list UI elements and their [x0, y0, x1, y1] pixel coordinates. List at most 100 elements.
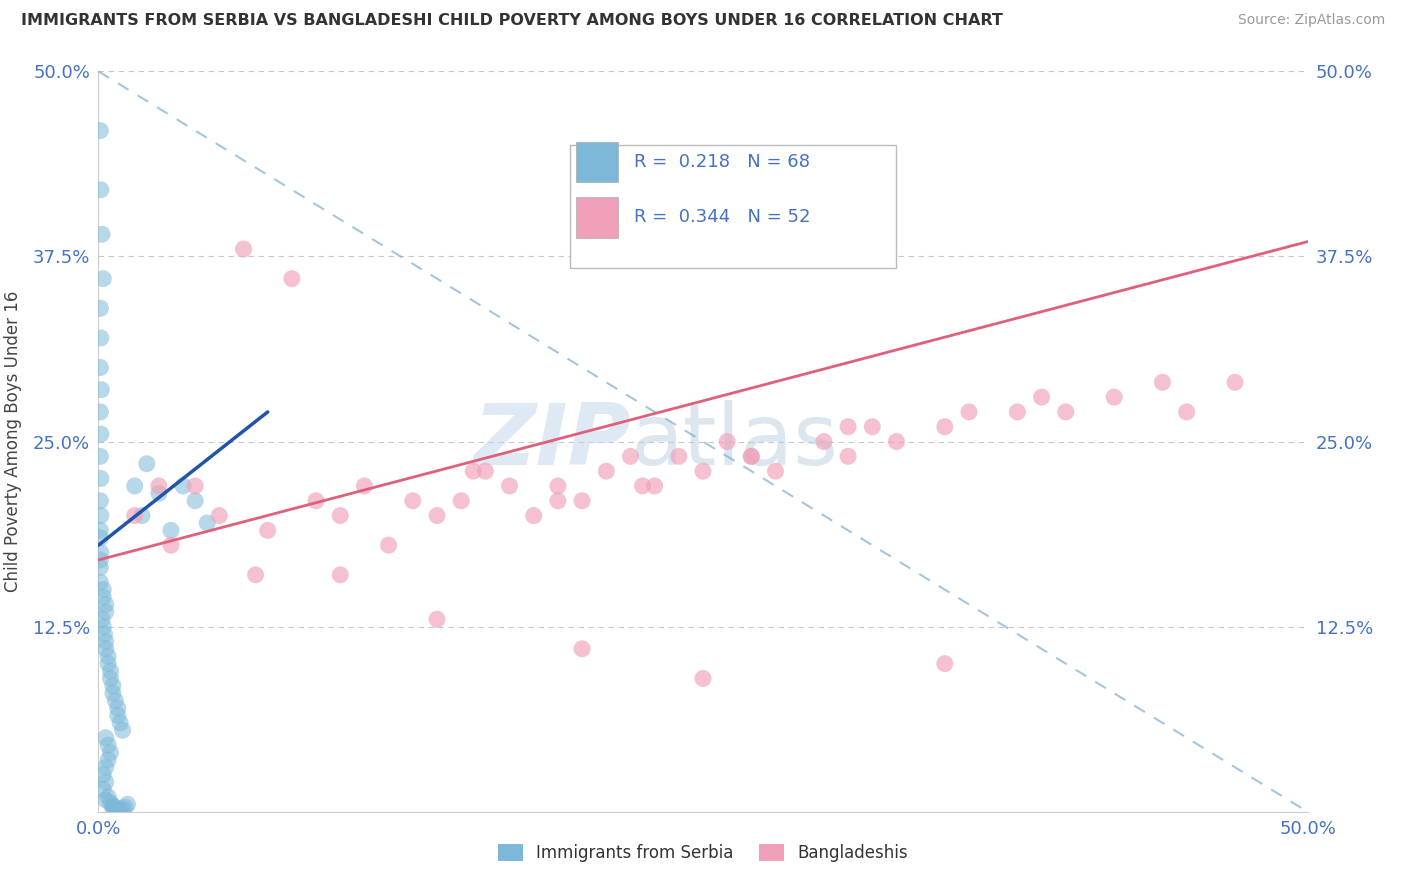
Point — [195, 516, 218, 530]
Point — [90, 427, 112, 442]
Point — [108, 803, 131, 817]
Point — [402, 493, 425, 508]
Point — [1175, 405, 1198, 419]
Point — [101, 686, 124, 700]
Text: R =  0.218   N = 68: R = 0.218 N = 68 — [634, 153, 810, 170]
Point — [101, 679, 124, 693]
Point — [91, 227, 114, 242]
Point — [89, 553, 111, 567]
Point — [100, 664, 122, 678]
Point — [89, 531, 111, 545]
Point — [426, 612, 449, 626]
Point — [90, 331, 112, 345]
Point — [148, 486, 170, 500]
Point — [89, 450, 111, 464]
Point — [94, 760, 117, 774]
Point — [547, 493, 569, 508]
FancyBboxPatch shape — [569, 145, 897, 268]
Point — [91, 590, 114, 604]
Point — [89, 123, 111, 137]
Text: IMMIGRANTS FROM SERBIA VS BANGLADESHI CHILD POVERTY AMONG BOYS UNDER 16 CORRELAT: IMMIGRANTS FROM SERBIA VS BANGLADESHI CH… — [21, 13, 1002, 29]
Point — [208, 508, 231, 523]
Point — [329, 508, 352, 523]
Point — [100, 746, 122, 760]
Point — [108, 715, 131, 730]
Point — [104, 800, 127, 814]
Point — [91, 619, 114, 633]
Point — [1102, 390, 1125, 404]
Point — [450, 493, 472, 508]
Point — [740, 450, 762, 464]
Point — [245, 567, 267, 582]
Point — [97, 753, 120, 767]
Point — [94, 634, 117, 648]
Point — [90, 183, 112, 197]
Point — [90, 508, 112, 523]
Text: ZIP: ZIP — [472, 400, 630, 483]
Point — [353, 479, 375, 493]
Point — [934, 419, 956, 434]
Y-axis label: Child Poverty Among Boys Under 16: Child Poverty Among Boys Under 16 — [4, 291, 21, 592]
Legend: Immigrants from Serbia, Bangladeshis: Immigrants from Serbia, Bangladeshis — [489, 835, 917, 870]
Point — [94, 793, 117, 807]
Point — [172, 479, 194, 493]
Point — [740, 450, 762, 464]
Point — [765, 464, 787, 478]
Point — [305, 493, 328, 508]
Point — [523, 508, 546, 523]
Point — [547, 479, 569, 493]
Point — [1152, 376, 1174, 390]
Point — [89, 301, 111, 316]
Point — [281, 271, 304, 285]
Point — [104, 694, 127, 708]
Point — [692, 672, 714, 686]
Point — [571, 493, 593, 508]
Bar — [576, 197, 619, 238]
Bar — [576, 142, 619, 183]
Point — [135, 457, 157, 471]
Point — [886, 434, 908, 449]
Point — [377, 538, 399, 552]
Point — [89, 560, 111, 574]
Point — [94, 605, 117, 619]
Point — [91, 767, 114, 781]
Point — [148, 479, 170, 493]
Point — [91, 612, 114, 626]
Point — [463, 464, 485, 478]
Point — [97, 789, 120, 804]
Point — [90, 546, 112, 560]
Point — [101, 802, 124, 816]
Text: Source: ZipAtlas.com: Source: ZipAtlas.com — [1237, 13, 1385, 28]
Point — [934, 657, 956, 671]
Point — [692, 464, 714, 478]
Point — [837, 450, 859, 464]
Point — [256, 524, 278, 538]
Point — [94, 598, 117, 612]
Point — [89, 524, 111, 538]
Point — [813, 434, 835, 449]
Point — [117, 797, 139, 812]
Point — [94, 731, 117, 745]
Point — [89, 493, 111, 508]
Point — [232, 242, 254, 256]
Point — [97, 657, 120, 671]
Point — [94, 775, 117, 789]
Point — [131, 508, 153, 523]
Point — [1031, 390, 1053, 404]
Point — [89, 575, 111, 590]
Point — [668, 450, 690, 464]
Point — [90, 383, 112, 397]
Point — [101, 798, 124, 813]
Point — [91, 582, 114, 597]
Point — [837, 419, 859, 434]
Point — [107, 701, 129, 715]
Text: atlas: atlas — [630, 400, 838, 483]
Point — [111, 802, 134, 816]
Point — [89, 405, 111, 419]
Point — [619, 450, 641, 464]
Text: R =  0.344   N = 52: R = 0.344 N = 52 — [634, 208, 811, 227]
Point — [97, 649, 120, 664]
Point — [474, 464, 496, 478]
Point — [93, 627, 115, 641]
Point — [90, 471, 112, 485]
